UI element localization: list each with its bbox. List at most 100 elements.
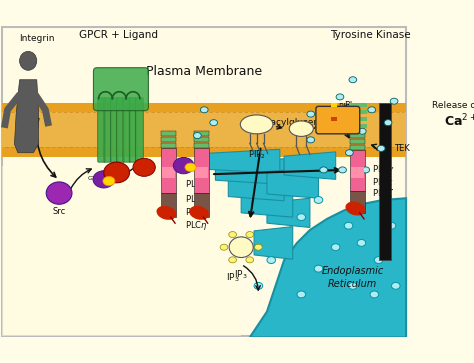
FancyBboxPatch shape xyxy=(129,98,137,162)
Text: Src: Src xyxy=(52,187,67,196)
Ellipse shape xyxy=(338,167,346,173)
Ellipse shape xyxy=(19,52,37,70)
FancyBboxPatch shape xyxy=(161,137,176,142)
Text: PLC$\gamma$: PLC$\gamma$ xyxy=(372,163,395,176)
FancyBboxPatch shape xyxy=(348,103,367,107)
Ellipse shape xyxy=(246,257,254,263)
FancyBboxPatch shape xyxy=(110,98,118,162)
Ellipse shape xyxy=(185,163,196,172)
Ellipse shape xyxy=(392,282,400,289)
Ellipse shape xyxy=(254,282,263,289)
FancyBboxPatch shape xyxy=(194,137,209,142)
Ellipse shape xyxy=(307,137,315,143)
Text: Src: Src xyxy=(53,208,66,216)
Ellipse shape xyxy=(210,120,218,126)
FancyBboxPatch shape xyxy=(2,113,406,147)
Text: Integrin: Integrin xyxy=(19,34,55,43)
Text: Release of: Release of xyxy=(432,101,474,110)
Text: Ras: Ras xyxy=(338,114,352,123)
Ellipse shape xyxy=(307,111,315,117)
FancyBboxPatch shape xyxy=(161,143,176,148)
Ellipse shape xyxy=(229,237,253,257)
Ellipse shape xyxy=(104,162,129,183)
Ellipse shape xyxy=(240,115,273,134)
FancyBboxPatch shape xyxy=(350,150,365,191)
Text: Tyrosine Kinase: Tyrosine Kinase xyxy=(330,30,410,40)
Ellipse shape xyxy=(370,291,379,298)
Ellipse shape xyxy=(387,222,396,229)
FancyBboxPatch shape xyxy=(194,193,209,217)
Text: TEK: TEK xyxy=(394,144,410,153)
Text: PLC$\zeta$: PLC$\zeta$ xyxy=(372,187,394,200)
Ellipse shape xyxy=(297,291,306,298)
FancyBboxPatch shape xyxy=(316,106,360,134)
FancyBboxPatch shape xyxy=(194,131,209,136)
Text: Diacylglycerol: Diacylglycerol xyxy=(261,118,325,127)
Text: Ras: Ras xyxy=(344,111,359,120)
FancyBboxPatch shape xyxy=(379,103,391,260)
Text: Rho: Rho xyxy=(338,103,353,112)
Ellipse shape xyxy=(157,207,176,219)
Ellipse shape xyxy=(46,182,72,204)
Ellipse shape xyxy=(362,167,370,173)
Ellipse shape xyxy=(173,158,194,174)
FancyBboxPatch shape xyxy=(117,98,124,162)
Ellipse shape xyxy=(314,196,323,203)
FancyBboxPatch shape xyxy=(161,148,176,193)
Text: PLC$\varepsilon$: PLC$\varepsilon$ xyxy=(185,207,207,217)
Polygon shape xyxy=(250,198,406,337)
Text: Plasma Membrane: Plasma Membrane xyxy=(146,65,262,78)
Text: Endoplasmic
Reticulum: Endoplasmic Reticulum xyxy=(322,266,384,289)
Text: G$\alpha$: G$\alpha$ xyxy=(110,168,123,177)
Ellipse shape xyxy=(133,158,155,176)
Ellipse shape xyxy=(289,121,313,136)
Ellipse shape xyxy=(246,232,254,237)
Text: IP$_3$: IP$_3$ xyxy=(234,269,248,281)
Ellipse shape xyxy=(357,240,366,246)
Ellipse shape xyxy=(346,202,365,215)
FancyBboxPatch shape xyxy=(351,167,364,178)
FancyBboxPatch shape xyxy=(348,110,367,114)
Text: PKC: PKC xyxy=(328,115,347,125)
Text: G$\alpha$: G$\alpha$ xyxy=(138,163,150,171)
Ellipse shape xyxy=(190,207,209,219)
Ellipse shape xyxy=(93,171,115,188)
Ellipse shape xyxy=(344,222,353,229)
Ellipse shape xyxy=(103,176,115,186)
Ellipse shape xyxy=(326,120,334,126)
Text: IP$_3$: IP$_3$ xyxy=(226,271,239,284)
Text: G$\beta$G$\gamma$: G$\beta$G$\gamma$ xyxy=(179,162,193,170)
Text: PLC$\beta$: PLC$\beta$ xyxy=(185,178,208,191)
Text: PLC$\eta$: PLC$\eta$ xyxy=(185,219,208,232)
Ellipse shape xyxy=(331,244,340,250)
Text: PLC$\delta$: PLC$\delta$ xyxy=(185,193,208,204)
Ellipse shape xyxy=(193,132,201,139)
Ellipse shape xyxy=(346,150,353,156)
Polygon shape xyxy=(228,174,284,201)
Ellipse shape xyxy=(377,146,385,151)
FancyBboxPatch shape xyxy=(348,123,367,128)
Ellipse shape xyxy=(229,257,237,263)
Ellipse shape xyxy=(368,107,375,113)
Ellipse shape xyxy=(336,94,344,100)
FancyBboxPatch shape xyxy=(348,117,367,121)
FancyBboxPatch shape xyxy=(331,117,337,121)
Ellipse shape xyxy=(384,120,392,126)
FancyBboxPatch shape xyxy=(161,193,176,217)
FancyBboxPatch shape xyxy=(2,27,406,336)
FancyBboxPatch shape xyxy=(350,145,365,150)
FancyBboxPatch shape xyxy=(350,133,365,138)
FancyBboxPatch shape xyxy=(136,98,143,162)
Ellipse shape xyxy=(297,214,306,221)
Polygon shape xyxy=(202,149,280,174)
Ellipse shape xyxy=(348,282,357,289)
FancyBboxPatch shape xyxy=(331,110,337,114)
FancyBboxPatch shape xyxy=(123,98,131,162)
Ellipse shape xyxy=(267,257,275,264)
FancyBboxPatch shape xyxy=(350,191,365,213)
Text: GTP-G$\alpha$: GTP-G$\alpha$ xyxy=(87,175,112,183)
FancyBboxPatch shape xyxy=(2,103,406,157)
FancyBboxPatch shape xyxy=(98,98,106,162)
FancyBboxPatch shape xyxy=(194,143,209,148)
Text: PLC$\varepsilon$: PLC$\varepsilon$ xyxy=(372,176,393,187)
